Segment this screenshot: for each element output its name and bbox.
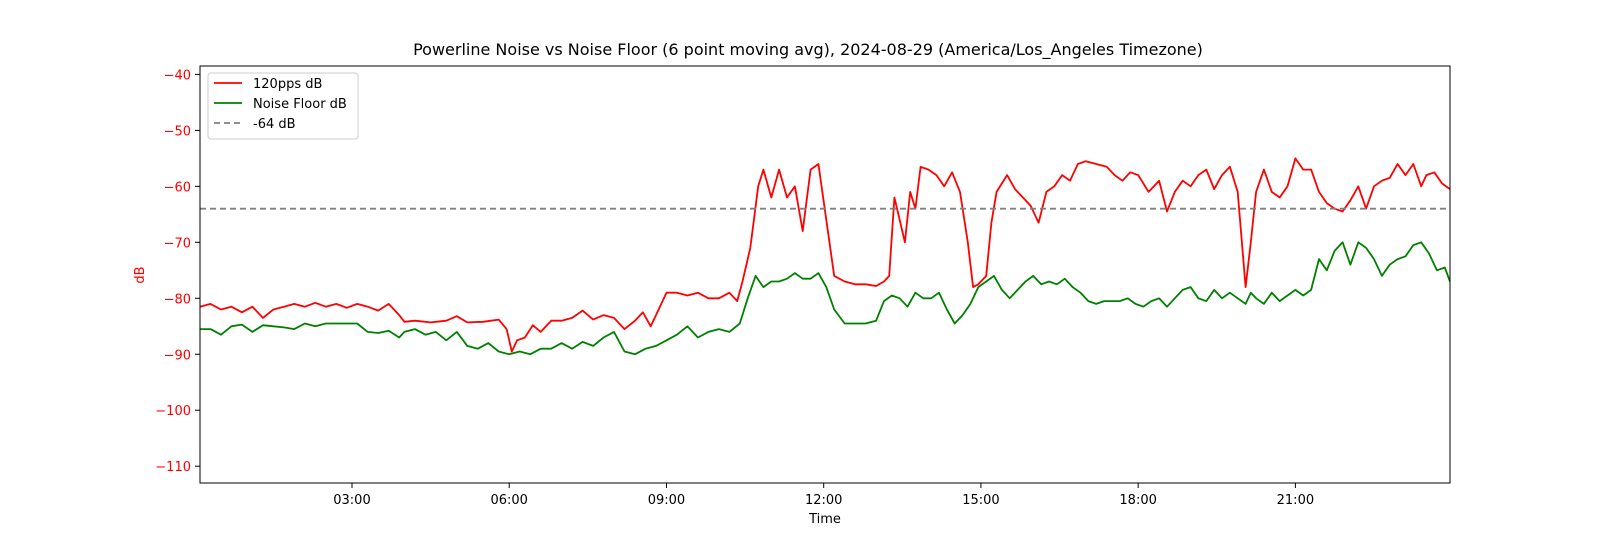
series-line-0 (199, 157, 1451, 353)
x-tick-label: 09:00 (648, 493, 685, 508)
y-axis-label: dB (133, 266, 148, 283)
legend: 120pps dB Noise Floor dB -64 dB (207, 72, 359, 140)
series-line-1 (200, 241, 1451, 356)
x-tick-label: 12:00 (805, 493, 842, 508)
y-axis: −40 −50 −60 −70 −80 −90 −100 −110 (155, 68, 200, 475)
x-tick-label: 03:00 (333, 493, 370, 508)
x-axis: 03:00 06:00 09:00 12:00 15:00 18:00 21:00 (333, 483, 1314, 508)
y-tick-label: −40 (164, 68, 191, 83)
y-tick-label: −100 (155, 404, 191, 419)
x-tick-label: 06:00 (490, 493, 527, 508)
y-tick-label: −90 (164, 348, 191, 363)
plot-area (199, 157, 1451, 356)
legend-box (207, 72, 359, 140)
legend-label-2: -64 dB (253, 117, 296, 132)
x-axis-label: Time (808, 512, 841, 527)
y-tick-label: −110 (155, 460, 191, 475)
x-tick-label: 18:00 (1119, 493, 1156, 508)
y-tick-label: −70 (164, 236, 191, 251)
legend-label-1: Noise Floor dB (253, 97, 347, 112)
x-tick-label: 15:00 (962, 493, 999, 508)
axes-frame (199, 65, 1451, 484)
x-tick-label: 21:00 (1277, 493, 1314, 508)
chart-title: Powerline Noise vs Noise Floor (6 point … (413, 40, 1203, 60)
y-tick-label: −50 (164, 124, 191, 139)
y-tick-label: −60 (164, 180, 191, 195)
legend-label-0: 120pps dB (253, 77, 322, 92)
y-tick-label: −80 (164, 292, 191, 307)
